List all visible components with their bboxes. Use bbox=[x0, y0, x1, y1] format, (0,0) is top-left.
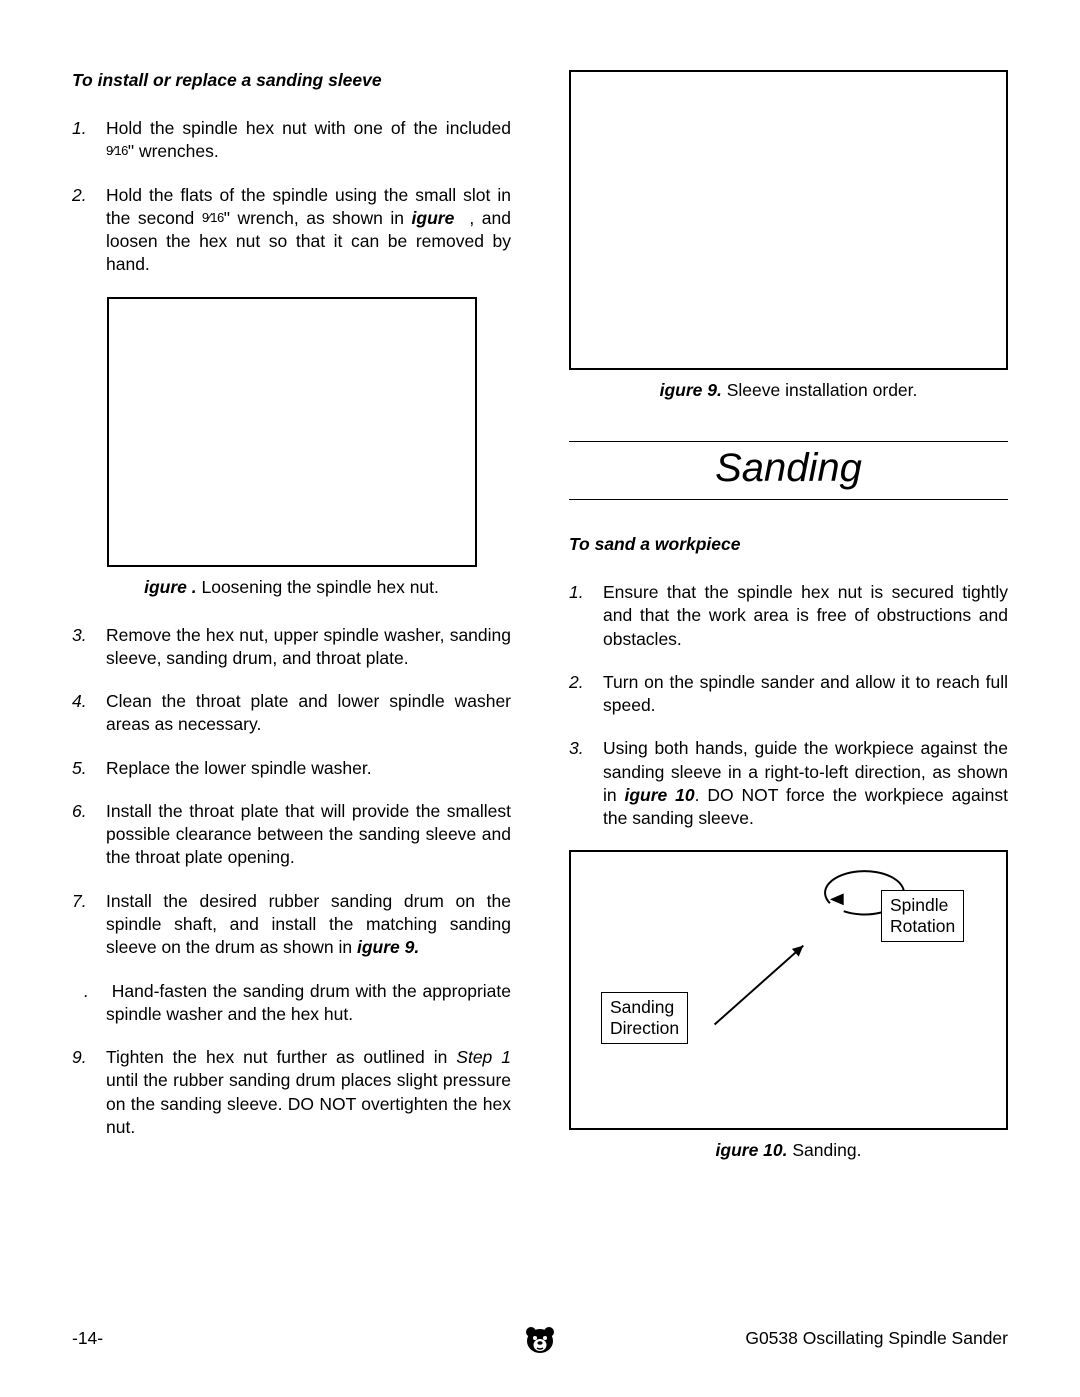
figure-10-caption: igure 10. Sanding. bbox=[569, 1140, 1008, 1161]
step-item: . Hand-fasten the sanding drum with the … bbox=[72, 980, 511, 1027]
right-steps-list: Ensure that the spindle hex nut is secur… bbox=[569, 581, 1008, 830]
step-item: Install the throat plate that will provi… bbox=[72, 800, 511, 870]
figure-9-caption: igure 9. Sleeve installation order. bbox=[569, 380, 1008, 401]
right-intro-heading: To sand a workpiece bbox=[569, 534, 1008, 555]
page-footer: -14- G0538 Oscillating Spindle Sander bbox=[72, 1328, 1008, 1349]
bear-icon bbox=[523, 1324, 557, 1354]
section-heading-wrap: Sanding bbox=[569, 441, 1008, 500]
step-text-segment: Clean the throat plate and lower spindle… bbox=[106, 691, 516, 734]
sanding-direction-label: Sanding Direction bbox=[601, 992, 688, 1044]
step-text-segment: Step 1 bbox=[456, 1047, 511, 1067]
figure-10-box: Spindle Rotation Sanding Direction bbox=[569, 850, 1008, 1130]
step-text-segment: igure 10 bbox=[625, 785, 695, 805]
figure-10-caption-text: Sanding. bbox=[788, 1140, 862, 1160]
step-item: Replace the lower spindle washer. bbox=[72, 757, 511, 780]
step-item: Turn on the spindle sander and allow it … bbox=[569, 671, 1008, 718]
step-item: Ensure that the spindle hex nut is secur… bbox=[569, 581, 1008, 651]
step-item: Hold the flats of the spindle using the … bbox=[72, 184, 511, 277]
step-text-segment: Install the throat plate that will provi… bbox=[106, 801, 516, 868]
step-text-segment: igure 9. bbox=[357, 937, 419, 957]
left-intro-heading: To install or replace a sanding sleeve bbox=[72, 70, 511, 91]
right-column: igure 9. Sleeve installation order. Sand… bbox=[569, 70, 1008, 1161]
left-steps-list-continued: Remove the hex nut, upper spindle washer… bbox=[72, 624, 511, 1140]
section-rule-top bbox=[569, 441, 1008, 442]
manual-page: To install or replace a sanding sleeve H… bbox=[0, 0, 1080, 1397]
left-column: To install or replace a sanding sleeve H… bbox=[72, 70, 511, 1161]
step-text-segment: igure bbox=[412, 208, 470, 228]
step-text-segment: Tighten the hex nut further as outlined … bbox=[106, 1047, 456, 1067]
section-heading: Sanding bbox=[569, 444, 1008, 497]
section-rule-bottom bbox=[569, 499, 1008, 500]
figure-9-label: igure 9. bbox=[660, 380, 722, 400]
step-text-segment: Turn on the spindle sander and allow it … bbox=[603, 672, 1013, 715]
page-number: -14- bbox=[72, 1328, 103, 1349]
direction-arrow-line bbox=[715, 946, 804, 1025]
step-text-segment: Install the desired rubber sanding drum … bbox=[106, 891, 516, 958]
step-text-segment: Hold the spindle hex nut with one of the… bbox=[106, 118, 516, 138]
step-item: Hold the spindle hex nut with one of the… bbox=[72, 117, 511, 164]
step-text-segment: Hand-fasten the sanding drum with the ap… bbox=[106, 981, 516, 1024]
figure-10-label: igure 10. bbox=[716, 1140, 788, 1160]
step-text-segment: Remove the hex nut, upper spindle washer… bbox=[106, 625, 516, 668]
figure-8-caption: igure . Loosening the spindle hex nut. bbox=[72, 577, 511, 598]
step-item: Clean the throat plate and lower spindle… bbox=[72, 690, 511, 737]
two-column-layout: To install or replace a sanding sleeve H… bbox=[72, 70, 1008, 1161]
step-item: Using both hands, guide the workpiece ag… bbox=[569, 737, 1008, 830]
figure-8-caption-text: Loosening the spindle hex nut. bbox=[197, 577, 439, 597]
product-name: G0538 Oscillating Spindle Sander bbox=[745, 1328, 1008, 1349]
footer-logo bbox=[523, 1324, 557, 1354]
step-item: Remove the hex nut, upper spindle washer… bbox=[72, 624, 511, 671]
step-text-segment: Replace the lower spindle washer. bbox=[106, 758, 372, 778]
step-text-segment: " wrench, as shown in bbox=[224, 208, 412, 228]
step-text-segment: Ensure that the spindle hex nut is secur… bbox=[603, 582, 1013, 649]
step-text-segment: " wrenches. bbox=[128, 141, 219, 161]
left-steps-list: Hold the spindle hex nut with one of the… bbox=[72, 117, 511, 277]
figure-9-box bbox=[569, 70, 1008, 370]
figure-8-label: igure . bbox=[144, 577, 197, 597]
rotation-arrowhead-icon bbox=[830, 894, 844, 906]
spindle-rotation-label: Spindle Rotation bbox=[881, 890, 964, 942]
figure-8-box bbox=[107, 297, 477, 567]
step-text-segment: 9⁄16 bbox=[202, 210, 224, 225]
step-item: Tighten the hex nut further as outlined … bbox=[72, 1046, 511, 1139]
step-item: Install the desired rubber sanding drum … bbox=[72, 890, 511, 960]
step-text-segment: 9⁄16 bbox=[106, 143, 128, 158]
figure-9-caption-text: Sleeve installation order. bbox=[722, 380, 918, 400]
